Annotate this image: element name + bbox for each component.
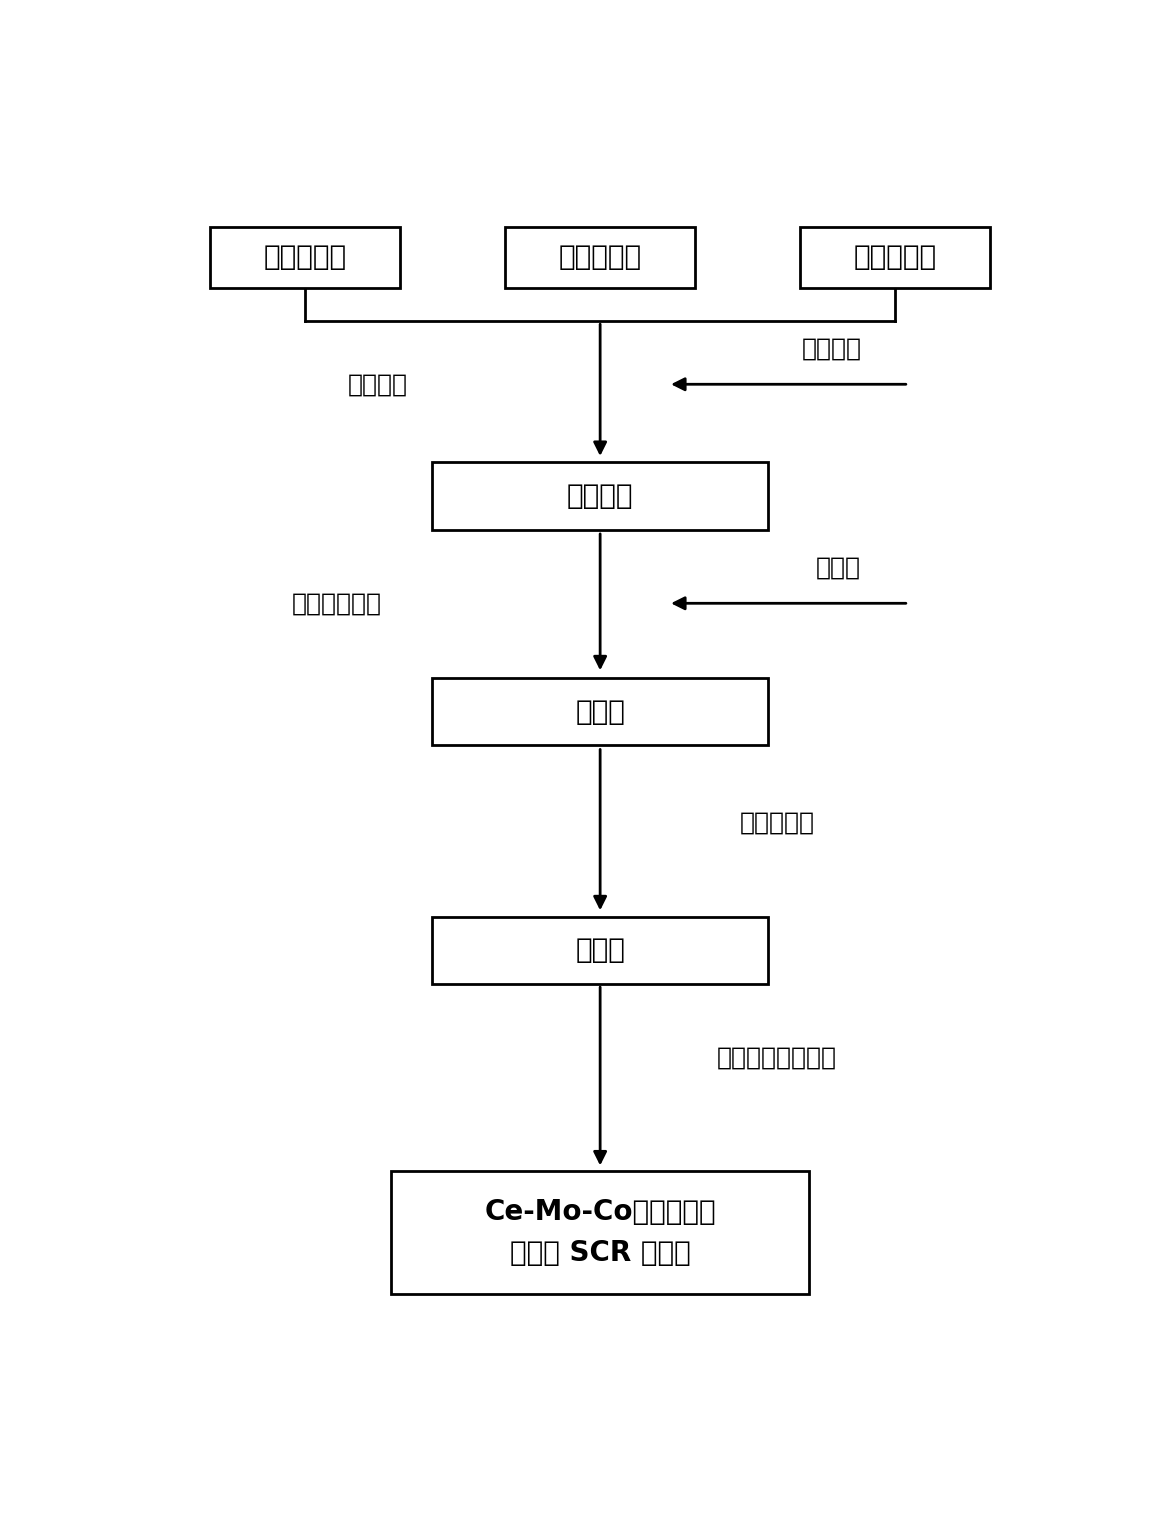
Text: 悬浊液: 悬浊液 [575,697,625,726]
Bar [210,227,400,287]
Bar [432,463,768,530]
Text: 干燥、锻烧、研磨: 干燥、锻烧、研磨 [717,1045,837,1070]
Text: Ce-Mo-Co复合氧化物
粉末式 SCR 催化剂: Ce-Mo-Co复合氧化物 粉末式 SCR 催化剂 [485,1198,715,1266]
Text: 磁力搔拌: 磁力搔拌 [348,372,408,396]
Text: 沉淠物: 沉淠物 [575,937,625,964]
Bar [432,678,768,746]
Text: 可溶性鑶盐: 可溶性鑶盐 [854,244,937,271]
Bar [391,1171,809,1294]
Text: 可溶性锄盐: 可溶性锄盐 [263,244,347,271]
Text: 老化、离心: 老化、离心 [740,811,815,834]
Bar [800,227,991,287]
Text: 恒温磁力搔拌: 恒温磁力搔拌 [292,592,382,616]
Bar [432,917,768,985]
Text: 去离子水: 去离子水 [802,337,862,362]
Text: 可溶性钉盐: 可溶性钉盐 [559,244,642,271]
Text: 鐵溶液: 鐵溶液 [815,555,861,579]
Text: 澄清溶液: 澄清溶液 [567,483,634,510]
Bar [505,227,696,287]
